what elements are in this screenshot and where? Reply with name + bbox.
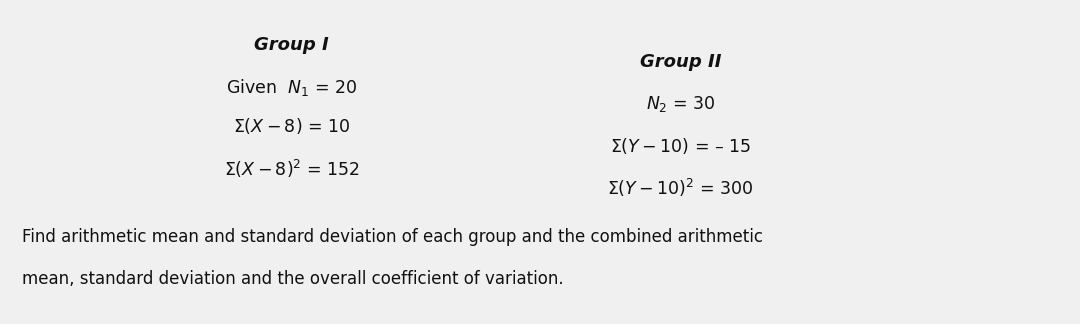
Text: $\Sigma(Y - 10)$ = – 15: $\Sigma(Y - 10)$ = – 15 — [610, 136, 751, 156]
Text: Given  $N_1$ = 20: Given $N_1$ = 20 — [226, 77, 357, 98]
Text: $N_2$ = 30: $N_2$ = 30 — [646, 94, 715, 114]
Text: mean, standard deviation and the overall coefficient of variation.: mean, standard deviation and the overall… — [22, 270, 564, 288]
Text: Find arithmetic mean and standard deviation of each group and the combined arith: Find arithmetic mean and standard deviat… — [22, 227, 762, 246]
Text: Group I: Group I — [254, 36, 329, 54]
Text: $\Sigma(X - 8)$ = 10: $\Sigma(X - 8)$ = 10 — [233, 116, 350, 136]
Text: $\Sigma(X - 8)^2$ = 152: $\Sigma(X - 8)^2$ = 152 — [224, 157, 360, 179]
Text: $\Sigma(Y - 10)^2$ = 300: $\Sigma(Y - 10)^2$ = 300 — [607, 177, 754, 199]
Text: Group II: Group II — [639, 52, 721, 71]
